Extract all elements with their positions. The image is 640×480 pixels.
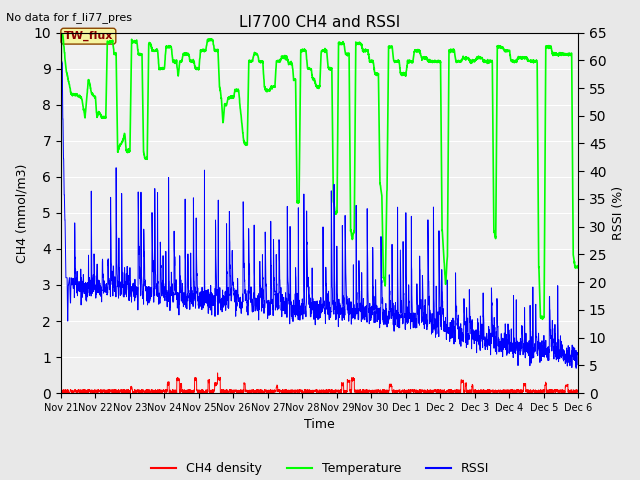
Title: LI7700 CH4 and RSSI: LI7700 CH4 and RSSI bbox=[239, 15, 400, 30]
X-axis label: Time: Time bbox=[304, 419, 335, 432]
Legend: CH4 density, Temperature, RSSI: CH4 density, Temperature, RSSI bbox=[146, 457, 494, 480]
Text: TW_flux: TW_flux bbox=[63, 31, 113, 41]
Text: No data for f_li77_pres: No data for f_li77_pres bbox=[6, 12, 132, 23]
Y-axis label: RSSI (%): RSSI (%) bbox=[612, 186, 625, 240]
Y-axis label: CH4 (mmol/m3): CH4 (mmol/m3) bbox=[15, 163, 28, 263]
